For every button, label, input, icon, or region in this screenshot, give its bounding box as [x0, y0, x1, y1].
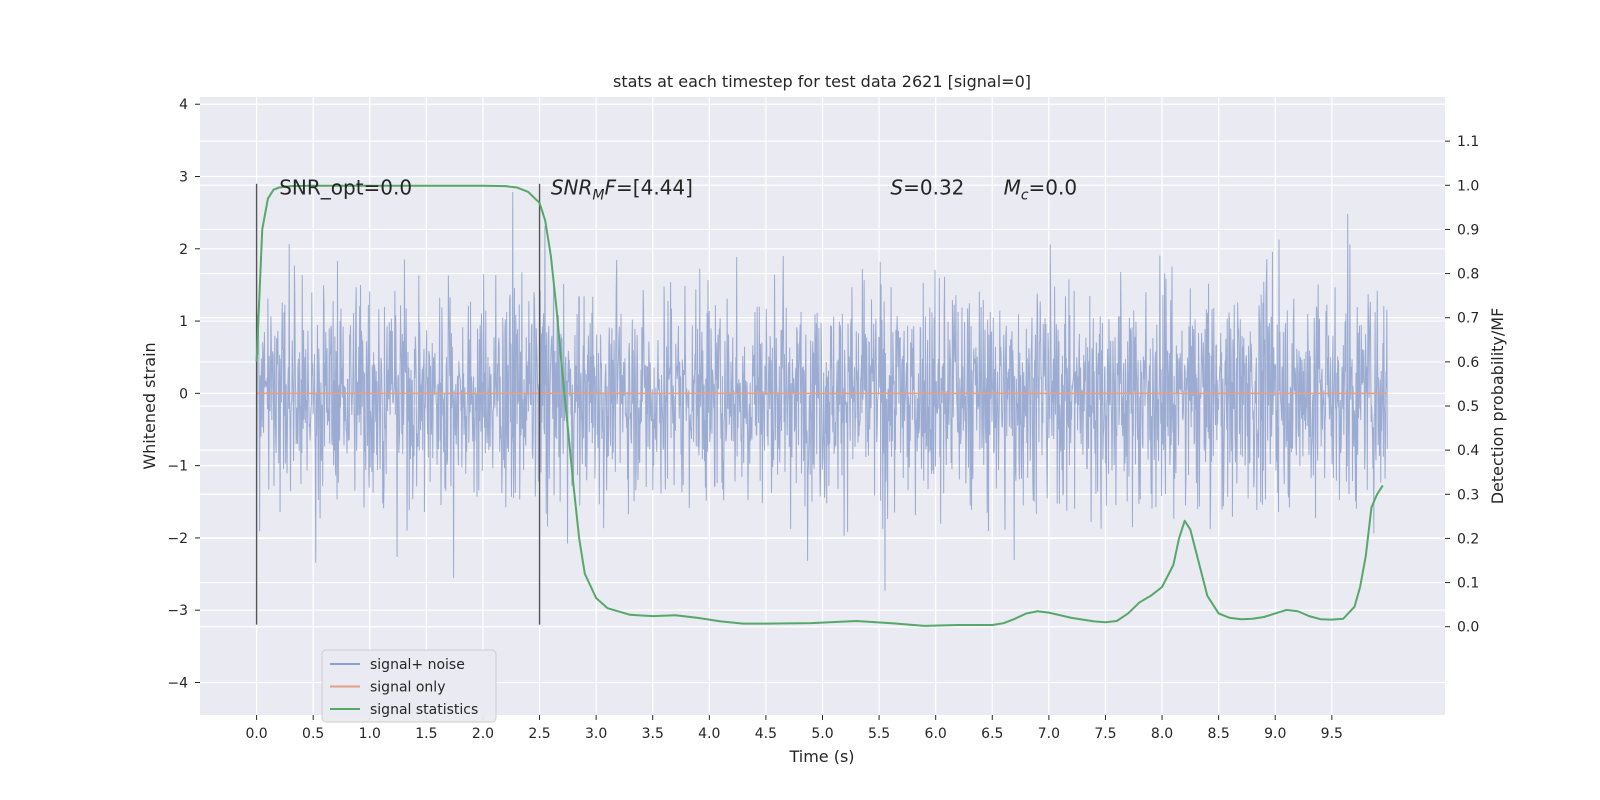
- x-tick-label: 5.0: [811, 726, 833, 742]
- y-tick-label-left: −4: [167, 675, 188, 691]
- y-tick-label-right: 0.0: [1457, 620, 1479, 636]
- legend-entry: signal statistics: [370, 702, 478, 718]
- x-tick-label: 4.0: [698, 726, 720, 742]
- x-tick-label: 0.0: [245, 726, 267, 742]
- noise-line: [256, 192, 1388, 591]
- legend-entry: signal+ noise: [370, 657, 465, 673]
- y-tick-label-right: 0.7: [1457, 311, 1479, 327]
- y-tick-label-right: 0.1: [1457, 576, 1479, 592]
- y-tick-label-right: 0.5: [1457, 399, 1479, 415]
- y-tick-label-left: 3: [179, 170, 188, 186]
- annotation: S=0.32: [890, 175, 964, 199]
- y-axis-label-right: Detection probability/MF: [1488, 308, 1507, 505]
- x-tick-label: 9.5: [1321, 726, 1343, 742]
- y-tick-label-left: 4: [179, 97, 188, 113]
- x-tick-label: 3.0: [585, 726, 607, 742]
- noise-series: [256, 192, 1388, 591]
- vline-layer: [255, 183, 541, 625]
- x-tick-label: 8.5: [1208, 726, 1230, 742]
- y-tick-label-right: 1.1: [1457, 134, 1479, 150]
- axes: 0.0 0.5 1.0 1.5 2.0 2.5 3.0 3.5 4.0 4.5 5.0 5.5 6.0 6…: [167, 97, 1479, 742]
- annotations: SNR_opt=0.0 SNRMF=[4.44] S=0.32 Mc=0.0: [279, 175, 1077, 203]
- stats-line: [255, 184, 1384, 627]
- x-axis-label: Time (s): [788, 747, 854, 766]
- y-tick-label-right: 0.6: [1457, 355, 1479, 371]
- x-tick-label: 9.0: [1264, 726, 1286, 742]
- legend-box: [321, 649, 497, 723]
- x-tick-label: 2.5: [528, 726, 550, 742]
- y-tick-label-left: −3: [167, 603, 188, 619]
- x-tick-label: 7.5: [1094, 726, 1116, 742]
- x-tick-label: 7.0: [1038, 726, 1060, 742]
- x-tick-label: 2.0: [472, 726, 494, 742]
- y-tick-label-right: 0.3: [1457, 487, 1479, 503]
- x-tick-label: 5.5: [868, 726, 890, 742]
- y-tick-label-left: −1: [167, 459, 188, 475]
- x-tick-label: 1.5: [415, 726, 437, 742]
- chart-title: stats at each timestep for test data 262…: [613, 72, 1031, 91]
- annotation: Mc=0.0: [1004, 175, 1078, 203]
- legend: signal+ noise signal only signal statistic…: [321, 649, 497, 723]
- y-tick-label-left: 0: [179, 386, 188, 402]
- x-tick-label: 1.0: [359, 726, 381, 742]
- y-tick-label-left: −2: [167, 531, 188, 547]
- annotation: SNRMF=[4.44]: [551, 175, 693, 203]
- annotation: SNR_opt=0.0: [279, 175, 412, 199]
- x-tick-label: 6.5: [981, 726, 1003, 742]
- x-tick-label: 3.5: [642, 726, 664, 742]
- legend-entry: signal only: [370, 680, 445, 696]
- x-tick-label: 4.5: [755, 726, 777, 742]
- y-tick-label-right: 0.9: [1457, 222, 1479, 238]
- x-tick-label: 6.0: [925, 726, 947, 742]
- x-tick-label: 0.5: [302, 726, 324, 742]
- y-tick-label-right: 0.8: [1457, 267, 1479, 283]
- y-tick-label-left: 2: [179, 242, 188, 258]
- y-axis-label-left: Whitened strain: [140, 342, 159, 469]
- y-tick-label-right: 0.4: [1457, 443, 1479, 459]
- x-tick-label: 8.0: [1151, 726, 1173, 742]
- stats-series: [255, 184, 1384, 627]
- y-tick-label-right: 0.2: [1457, 531, 1479, 547]
- y-tick-label-left: 1: [179, 314, 188, 330]
- y-tick-label-right: 1.0: [1457, 178, 1479, 194]
